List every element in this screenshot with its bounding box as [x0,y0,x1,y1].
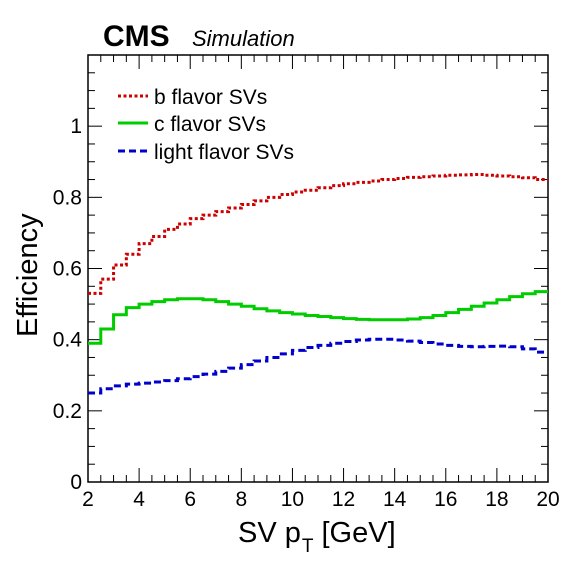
series-c-line [88,290,548,345]
y-tick-label: 0 [70,471,82,494]
x-axis: 2 4 6 8 10 12 14 16 18 20 [82,55,560,511]
x-tick-label: 4 [133,488,145,511]
x-axis-title-subscript: T [302,536,314,557]
x-tick-label: 16 [434,488,457,511]
y-tick-label: 0.4 [53,329,83,352]
x-tick-label: 6 [184,488,196,511]
x-axis-title-unit: [GeV] [321,517,395,549]
simulation-label: Simulation [192,26,295,51]
x-tick-label: 20 [536,488,559,511]
legend-label-light: light flavor SVs [154,141,294,164]
y-tick-label: 0.6 [53,258,82,281]
x-axis-title: SV pT [GeV] [238,517,396,557]
x-tick-label: 18 [485,488,508,511]
y-axis-title: Efficiency [12,213,44,337]
legend: b flavor SVs c flavor SVs light flavor S… [118,86,294,164]
x-tick-label: 12 [332,488,355,511]
x-tick-label: 2 [82,488,94,511]
legend-item-b: b flavor SVs [118,86,267,109]
x-axis-title-main: SV p [238,517,301,549]
y-tick-label: 0.8 [53,186,82,209]
x-tick-label: 10 [281,488,304,511]
legend-label-c: c flavor SVs [154,113,266,136]
series-b-line [88,173,548,295]
x-tick-label: 8 [235,488,247,511]
cms-label: CMS [103,20,170,53]
y-tick-label: 0.2 [53,400,82,423]
legend-item-c: c flavor SVs [118,113,266,136]
legend-item-light: light flavor SVs [118,141,294,164]
x-tick-label: 14 [383,488,407,511]
series-layer [88,173,548,395]
series-light-line [88,337,548,395]
y-tick-label: 1 [70,115,82,138]
y-axis: 0 0.2 0.4 0.6 0.8 1 [53,54,548,494]
legend-label-b: b flavor SVs [154,86,267,109]
